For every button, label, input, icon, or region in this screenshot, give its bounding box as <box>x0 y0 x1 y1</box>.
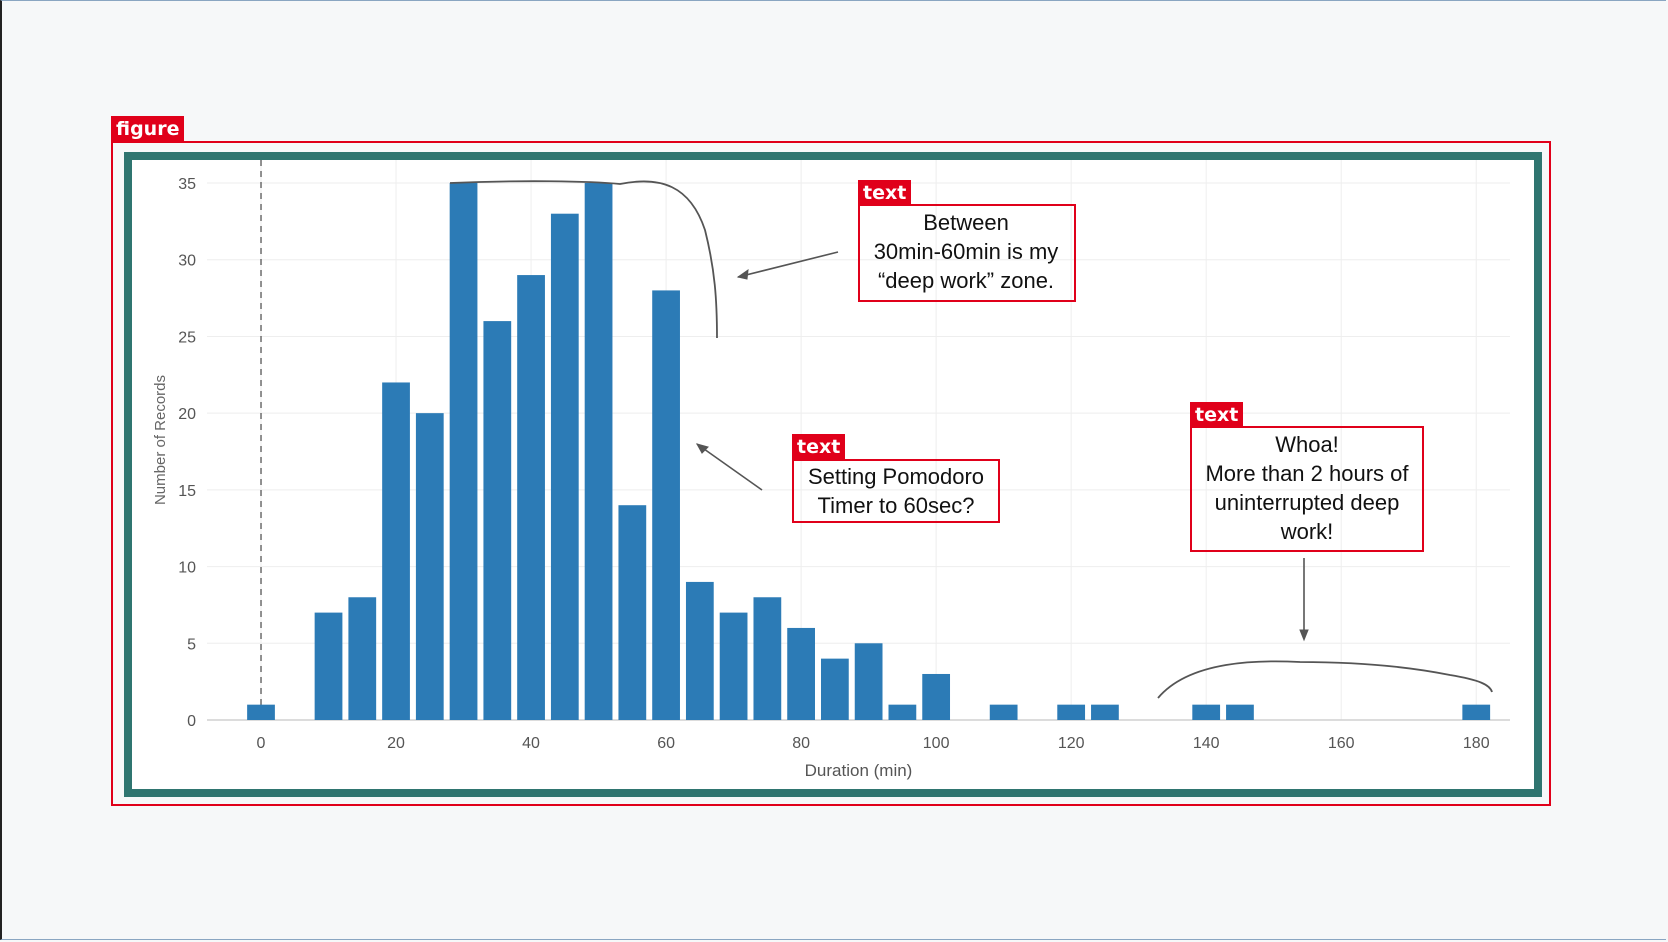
histogram-bar <box>753 597 782 720</box>
pomodoro-annotation: Setting Pomodoro Timer to 60sec? <box>807 464 985 518</box>
histogram-bar <box>618 505 647 720</box>
deep-work-arrow <box>737 251 839 278</box>
x-tick-label: 100 <box>923 735 950 752</box>
histogram-bar <box>685 581 714 720</box>
deep-work-annotation: Between 30min-60min is my “deep work” zo… <box>873 210 1059 293</box>
histogram-bar <box>719 612 748 720</box>
histogram-bar <box>314 612 343 720</box>
deep-work-detection-box <box>858 204 1076 302</box>
figure-detection-tag: figure <box>111 116 185 142</box>
x-tick-label: 180 <box>1463 735 1490 752</box>
histogram-bar <box>382 382 410 720</box>
histogram-bar <box>1091 704 1119 720</box>
whoa-arrowhead <box>1299 629 1309 642</box>
x-tick-label: 160 <box>1328 735 1355 752</box>
histogram-bar <box>922 673 951 720</box>
whoa-detection-box <box>1190 426 1424 552</box>
histogram-bar <box>1192 704 1221 720</box>
x-axis-title: Duration (min) <box>805 761 913 780</box>
histogram-bar <box>483 321 512 720</box>
y-tick-label: 25 <box>178 329 196 346</box>
figure-detection-box <box>111 141 1551 806</box>
histogram-bar <box>854 643 883 720</box>
pomodoro-detection-tag: text <box>792 434 846 460</box>
histogram-bar <box>989 704 1018 720</box>
histogram-bar <box>1462 704 1491 720</box>
y-tick-label: 20 <box>178 406 196 423</box>
pomodoro-arrow <box>696 443 763 491</box>
histogram-bar <box>517 275 545 720</box>
x-tick-label: 60 <box>657 735 675 752</box>
histogram-bar <box>652 290 680 720</box>
x-tick-label: 40 <box>522 735 540 752</box>
histogram-bar <box>888 704 917 720</box>
y-tick-label: 15 <box>178 483 196 500</box>
histogram-bar <box>247 704 275 720</box>
x-tick-label: 120 <box>1058 735 1085 752</box>
histogram-bar <box>584 183 613 721</box>
histogram-bar <box>550 213 579 721</box>
deep-work-bracket-stroke <box>449 180 718 339</box>
deep-work-arrowhead <box>736 268 749 280</box>
pomodoro-arrowhead <box>695 443 709 454</box>
histogram-bar <box>415 413 444 720</box>
deep-work-detection-tag: text <box>858 180 912 206</box>
x-tick-label: 20 <box>387 735 405 752</box>
histogram-bar <box>1226 704 1254 720</box>
histogram-bar <box>1057 704 1086 720</box>
x-tick-label: 140 <box>1193 735 1220 752</box>
y-tick-label: 35 <box>178 176 196 193</box>
y-tick-label: 10 <box>178 560 196 577</box>
long-sessions-bracket-stroke <box>1157 660 1493 699</box>
x-tick-label: 0 <box>257 735 266 752</box>
y-tick-label: 5 <box>187 636 196 653</box>
histogram-bar <box>820 658 849 720</box>
whoa-annotation: Whoa! More than 2 hours of uninterrupted… <box>1205 432 1409 544</box>
whoa-detection-tag: text <box>1190 402 1244 428</box>
histogram-bar <box>348 597 377 720</box>
y-tick-label: 0 <box>187 713 196 730</box>
histogram-bar <box>787 627 815 720</box>
pomodoro-detection-box <box>792 459 1000 523</box>
y-tick-label: 30 <box>178 253 196 270</box>
x-tick-label: 80 <box>792 735 810 752</box>
y-axis-title: Number of Records <box>152 375 169 505</box>
histogram-bar <box>449 183 478 721</box>
